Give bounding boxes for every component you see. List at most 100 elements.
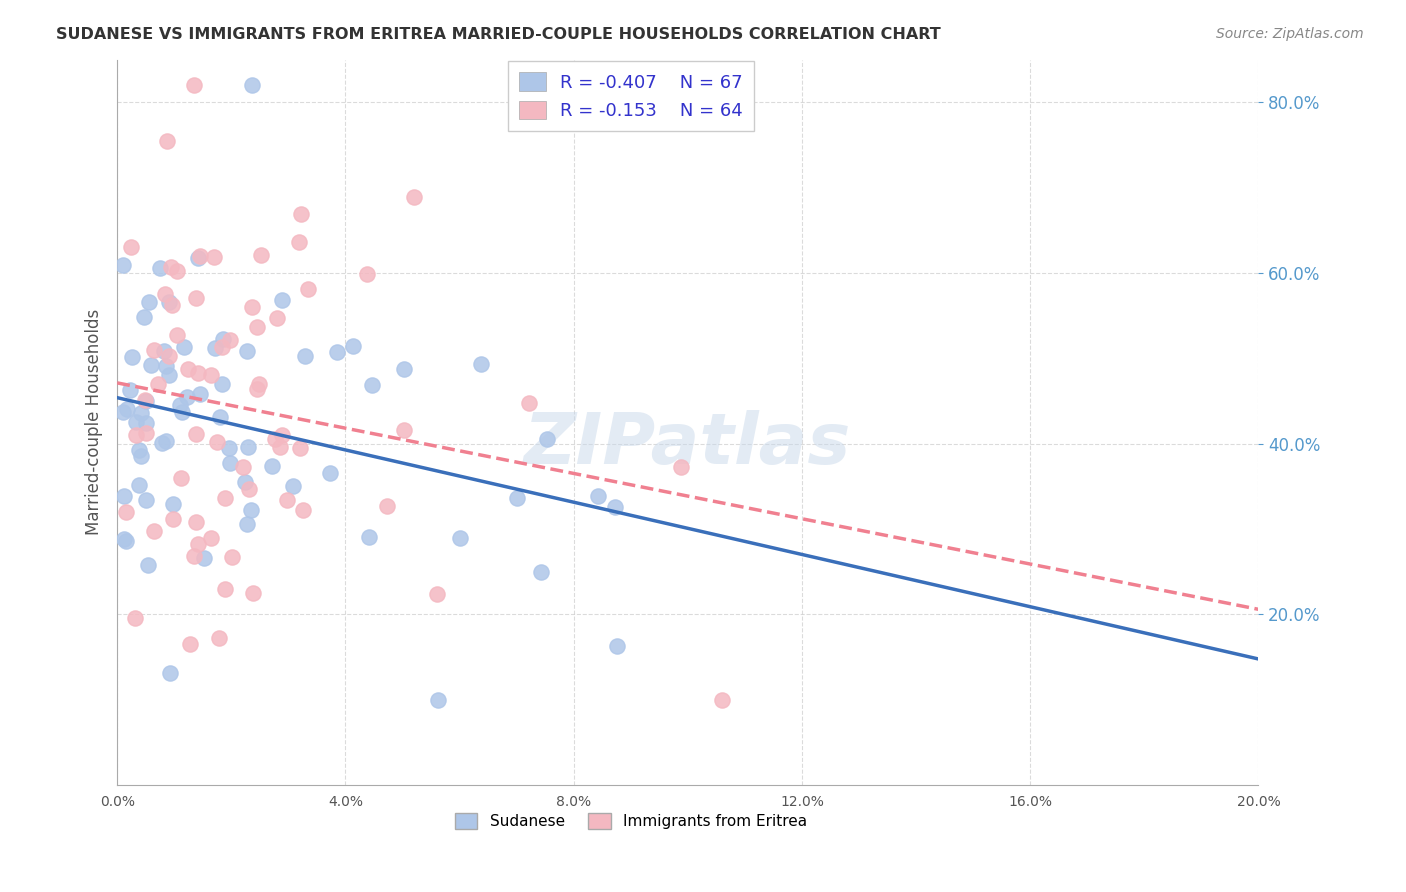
Point <box>221 549 243 564</box>
Legend: Sudanese, Immigrants from Eritrea: Sudanese, Immigrants from Eritrea <box>449 807 813 836</box>
Point <box>128 478 150 492</box>
Point <box>157 295 180 310</box>
Point <box>240 78 263 93</box>
Point <box>166 328 188 343</box>
Point <box>240 300 263 314</box>
Point <box>155 287 177 301</box>
Point <box>394 424 416 438</box>
Point <box>200 531 222 545</box>
Point <box>232 459 254 474</box>
Point <box>425 587 447 601</box>
Point <box>162 497 184 511</box>
Point <box>238 483 260 497</box>
Point <box>266 311 288 326</box>
Point <box>606 639 628 653</box>
Point <box>262 459 284 474</box>
Point <box>153 344 176 359</box>
Point <box>156 135 179 149</box>
Point <box>325 345 347 359</box>
Point <box>111 258 134 272</box>
Point <box>294 349 316 363</box>
Point <box>287 235 309 250</box>
Point <box>187 537 209 551</box>
Point <box>375 500 398 514</box>
Point <box>114 533 136 548</box>
Point <box>470 357 492 371</box>
Point <box>135 394 157 409</box>
Point <box>149 261 172 276</box>
Point <box>125 415 148 429</box>
Point <box>120 240 142 254</box>
Point <box>186 516 208 530</box>
Point <box>264 432 287 446</box>
Point <box>157 349 180 363</box>
Point <box>202 250 225 264</box>
Point <box>449 531 471 545</box>
Point <box>212 332 235 346</box>
Point <box>204 341 226 355</box>
Point <box>183 78 205 93</box>
Point <box>159 260 181 275</box>
Point <box>134 393 156 408</box>
Point <box>200 368 222 382</box>
Point <box>162 512 184 526</box>
Point <box>115 506 138 520</box>
Point <box>111 405 134 419</box>
Point <box>131 406 153 420</box>
Point <box>297 282 319 296</box>
Point <box>135 492 157 507</box>
Point <box>173 340 195 354</box>
Point <box>112 489 135 503</box>
Point <box>155 359 177 373</box>
Point <box>288 441 311 455</box>
Point <box>124 427 146 442</box>
Point <box>710 692 733 706</box>
Point <box>242 586 264 600</box>
Point <box>150 436 173 450</box>
Point <box>276 493 298 508</box>
Point <box>236 343 259 358</box>
Point <box>143 524 166 538</box>
Point <box>177 361 200 376</box>
Point <box>138 295 160 310</box>
Point <box>392 362 415 376</box>
Point <box>290 207 312 221</box>
Point <box>214 491 236 505</box>
Point <box>170 471 193 485</box>
Point <box>219 456 242 470</box>
Point <box>120 383 142 397</box>
Point <box>427 692 450 706</box>
Point <box>188 387 211 401</box>
Point <box>246 320 269 334</box>
Point <box>530 565 553 579</box>
Point <box>188 250 211 264</box>
Point <box>281 478 304 492</box>
Point <box>209 409 232 424</box>
Point <box>169 398 191 412</box>
Text: Source: ZipAtlas.com: Source: ZipAtlas.com <box>1216 27 1364 41</box>
Point <box>669 459 692 474</box>
Point <box>160 298 183 312</box>
Point <box>115 401 138 416</box>
Point <box>218 442 240 456</box>
Point <box>319 467 342 481</box>
Point <box>506 491 529 505</box>
Point <box>183 549 205 563</box>
Point <box>121 350 143 364</box>
Point <box>214 582 236 596</box>
Point <box>233 475 256 489</box>
Point <box>193 551 215 566</box>
Point <box>517 395 540 409</box>
Point <box>357 530 380 544</box>
Text: SUDANESE VS IMMIGRANTS FROM ERITREA MARRIED-COUPLE HOUSEHOLDS CORRELATION CHART: SUDANESE VS IMMIGRANTS FROM ERITREA MARR… <box>56 27 941 42</box>
Point <box>211 377 233 392</box>
Point <box>271 428 294 442</box>
Point <box>208 631 231 645</box>
Point <box>238 440 260 454</box>
Point <box>342 339 364 353</box>
Point <box>404 190 426 204</box>
Point <box>361 378 384 392</box>
Point <box>132 310 155 324</box>
Point <box>155 434 177 449</box>
Point <box>112 532 135 546</box>
